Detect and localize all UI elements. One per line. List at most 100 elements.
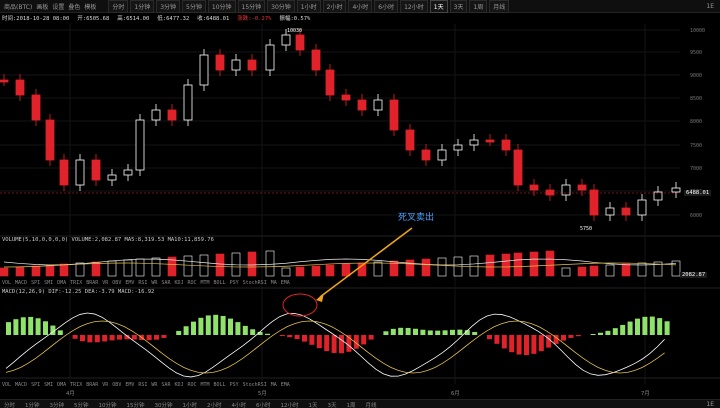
volume-bar: [123, 259, 133, 277]
indicator-tab[interactable]: TRIX: [70, 382, 83, 388]
candle-body: [183, 84, 193, 121]
volume-bar: [75, 262, 85, 277]
bottom-timeframe-tab[interactable]: 30分钟: [154, 402, 173, 408]
bottom-timeframe-tab[interactable]: 1小时: [182, 402, 198, 408]
timeframe-button[interactable]: 1小时: [296, 0, 321, 13]
indicator-tab[interactable]: WR: [151, 280, 158, 286]
macd-histogram-bar: [509, 335, 515, 353]
bottom-timeframe-tab[interactable]: 3天: [327, 402, 337, 408]
bottom-right[interactable]: 1E: [706, 401, 714, 408]
indicator-tab[interactable]: MTM: [200, 382, 210, 388]
indicator-tab[interactable]: SMI: [44, 280, 54, 286]
indicator-tab[interactable]: KDJ: [174, 382, 184, 388]
candle-body: [59, 159, 69, 186]
timeframe-button[interactable]: 1天: [429, 0, 448, 13]
indicator-tab[interactable]: WR: [151, 382, 158, 388]
toolbar-item[interactable]: 叠色: [68, 3, 81, 11]
toolbar-item[interactable]: 商品(BTC): [4, 3, 33, 11]
indicator-tab[interactable]: VOL: [2, 382, 12, 388]
toolbar-item[interactable]: 设置: [52, 3, 65, 11]
bottom-timeframe-tab[interactable]: 12小时: [280, 402, 299, 408]
indicator-tab[interactable]: RSI: [138, 280, 148, 286]
macd-histogram-bar: [331, 335, 337, 353]
indicator-tab[interactable]: MACD: [15, 280, 28, 286]
indicator-tab[interactable]: SPI: [31, 382, 41, 388]
indicator-tab[interactable]: EMA: [280, 382, 290, 388]
bottom-timeframe-tab[interactable]: 5分钟: [74, 402, 89, 408]
macd-histogram-bar: [309, 335, 315, 345]
candle-body: [357, 99, 367, 111]
volume-bar: [637, 262, 647, 277]
indicator-tab[interactable]: RSI: [138, 382, 148, 388]
indicator-tab[interactable]: BRAR: [86, 382, 99, 388]
timeframe-button[interactable]: 2小时: [322, 0, 347, 13]
bottom-timeframe-tab[interactable]: 分时: [4, 402, 16, 408]
toolbar-item[interactable]: 画板: [36, 3, 49, 11]
indicator-tab[interactable]: SAR: [161, 382, 171, 388]
indicator-tab[interactable]: ROC: [187, 382, 197, 388]
macd-histogram-bar: [546, 335, 552, 348]
timeframe-button[interactable]: 1周: [469, 0, 488, 13]
volume-bar: [265, 250, 275, 277]
indicator-tab[interactable]: PSY: [229, 382, 239, 388]
indicator-tab[interactable]: MA: [270, 280, 277, 286]
macd-histogram-bar: [494, 335, 500, 344]
timeframe-button[interactable]: 分时: [108, 0, 129, 13]
indicator-tab[interactable]: OBV: [112, 382, 122, 388]
indicator-tab[interactable]: BOLL: [213, 280, 226, 286]
indicator-tab[interactable]: DMA: [57, 280, 67, 286]
indicator-tab[interactable]: SAR: [161, 280, 171, 286]
macd-histogram-bar: [531, 335, 537, 354]
indicator-tab[interactable]: TRIX: [70, 280, 83, 286]
indicator-tab[interactable]: StochRSI: [242, 280, 267, 286]
indicator-tab[interactable]: EMV: [125, 280, 135, 286]
timeframe-button[interactable]: 12小时: [400, 0, 428, 13]
indicator-tab[interactable]: MTM: [200, 280, 210, 286]
volume-bar: [421, 258, 431, 277]
bottom-timeframe-tab[interactable]: 10分钟: [98, 402, 117, 408]
indicator-tab[interactable]: PSY: [229, 280, 239, 286]
indicator-tab[interactable]: OBV: [112, 280, 122, 286]
indicator-tab[interactable]: BRAR: [86, 280, 99, 286]
indicator-tab[interactable]: StochRSI: [242, 382, 267, 388]
timeframe-button[interactable]: 5分钟: [182, 0, 206, 13]
indicator-tab[interactable]: SMI: [44, 382, 54, 388]
timeframe-button[interactable]: 月线: [489, 0, 510, 13]
indicator-tab[interactable]: DMA: [57, 382, 67, 388]
indicator-tab[interactable]: EMV: [125, 382, 135, 388]
timeframe-button[interactable]: 3分钟: [156, 0, 181, 13]
bottom-timeframe-tab[interactable]: 1周: [346, 402, 356, 408]
indicator-tab[interactable]: KDJ: [174, 280, 184, 286]
timeframe-button[interactable]: 1分钟: [130, 0, 155, 13]
price-axis-label: 8000: [690, 119, 702, 125]
bottom-timeframe-tab[interactable]: 1分钟: [25, 402, 40, 408]
indicator-tab[interactable]: MA: [270, 382, 277, 388]
indicator-tab[interactable]: SPI: [31, 280, 41, 286]
timeframe-button[interactable]: 6小时: [374, 0, 399, 13]
macd-histogram-bar: [131, 335, 137, 340]
indicator-tab[interactable]: VR: [102, 382, 109, 388]
indicator-tab[interactable]: VOL: [2, 280, 12, 286]
toolbar-item[interactable]: 模板: [84, 3, 97, 11]
bottom-timeframe-tab[interactable]: 2小时: [207, 402, 222, 408]
indicator-tab[interactable]: EMA: [280, 280, 290, 286]
indicator-tab[interactable]: VR: [102, 280, 109, 286]
bottom-timeframe-tab[interactable]: 4小时: [231, 402, 247, 408]
bottom-timeframe-tab[interactable]: 15分钟: [126, 402, 145, 408]
toolbar-right[interactable]: 1E: [706, 2, 714, 10]
timeframe-button[interactable]: 30分钟: [267, 0, 295, 13]
macd-histogram-bar: [213, 314, 219, 335]
bottom-timeframe-tab[interactable]: 月线: [365, 402, 377, 408]
top-toolbar: 商品(BTC) 画板 设置 叠色 模板 分时 1分钟 3分钟 5分钟 10分钟 15分钟 30分钟 1…: [0, 0, 720, 13]
timeframe-button[interactable]: 4小时: [348, 0, 373, 13]
indicator-tab[interactable]: BOLL: [213, 382, 226, 388]
timeframe-button[interactable]: 3天: [449, 0, 468, 13]
bottom-timeframe-tab[interactable]: 3分钟: [49, 402, 65, 408]
indicator-tab[interactable]: MACD: [15, 382, 28, 388]
timeframe-button[interactable]: 15分钟: [237, 0, 266, 13]
indicator-tab[interactable]: ROC: [187, 280, 197, 286]
timeframe-button[interactable]: 10分钟: [207, 0, 236, 13]
bottom-timeframe-tab[interactable]: 1天: [308, 402, 318, 408]
bottom-timeframe-tab[interactable]: 6小时: [256, 402, 271, 408]
